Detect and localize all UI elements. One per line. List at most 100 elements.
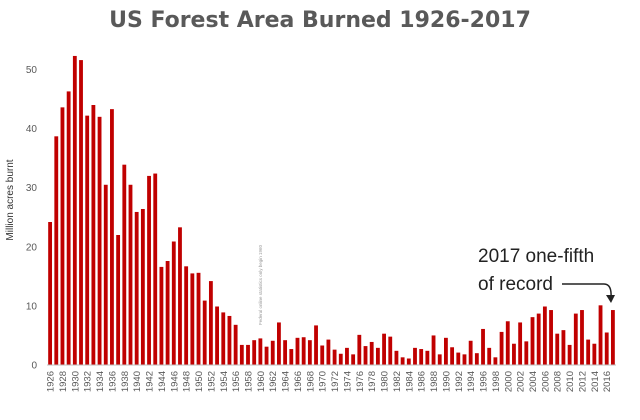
bar bbox=[549, 310, 553, 365]
bar bbox=[400, 357, 405, 365]
bar bbox=[85, 115, 90, 365]
bar bbox=[338, 353, 343, 365]
bar bbox=[406, 358, 411, 365]
bar bbox=[580, 310, 584, 365]
x-tick-label: 1988 bbox=[429, 371, 440, 392]
bar bbox=[103, 184, 108, 365]
bar bbox=[153, 173, 158, 365]
bar bbox=[190, 273, 195, 365]
bar bbox=[351, 354, 356, 365]
bar bbox=[592, 343, 597, 365]
x-tick-label: 1964 bbox=[281, 371, 292, 392]
bar bbox=[481, 328, 485, 365]
x-tick-label: 1940 bbox=[132, 371, 143, 392]
bar bbox=[252, 340, 257, 365]
x-tick-label: 1992 bbox=[454, 371, 465, 392]
bar bbox=[227, 315, 232, 365]
bar bbox=[456, 352, 461, 365]
bar bbox=[320, 345, 325, 365]
bar bbox=[375, 347, 380, 365]
bar bbox=[499, 331, 504, 365]
bar bbox=[159, 266, 164, 365]
bar bbox=[363, 346, 368, 365]
x-tick-label: 1980 bbox=[380, 371, 391, 392]
x-tick-label: 2010 bbox=[565, 371, 576, 392]
x-tick-label: 1926 bbox=[46, 371, 57, 392]
x-tick-label: 1938 bbox=[120, 371, 131, 392]
x-tick-label: 1954 bbox=[219, 371, 230, 392]
x-tick-label: 1994 bbox=[466, 371, 477, 392]
bar bbox=[116, 235, 121, 365]
annotation-arrow bbox=[562, 283, 615, 303]
x-tick-label: 1998 bbox=[491, 371, 502, 392]
x-tick-label: 1970 bbox=[318, 371, 329, 392]
bar bbox=[369, 341, 374, 365]
bar bbox=[345, 347, 349, 365]
x-axis: 1926 1928 1930 1932 1934 1936 1938 1940 1942 1944… bbox=[46, 371, 614, 392]
x-tick-label: 1986 bbox=[417, 371, 428, 392]
data-note: Federal online statistics only begin 196… bbox=[258, 244, 263, 325]
bar bbox=[270, 340, 275, 365]
chart-title: US Forest Area Burned 1926-2017 bbox=[109, 8, 531, 33]
bar bbox=[239, 344, 244, 365]
x-tick-label: 1972 bbox=[330, 371, 341, 392]
bar bbox=[314, 325, 318, 365]
bar bbox=[437, 354, 442, 365]
bar bbox=[277, 322, 281, 365]
y-tick-label: 20 bbox=[26, 242, 38, 253]
bar bbox=[431, 335, 436, 365]
x-tick-label: 1976 bbox=[355, 371, 366, 392]
x-tick-label: 1996 bbox=[479, 371, 490, 392]
x-tick-label: 2016 bbox=[602, 371, 613, 392]
bar bbox=[468, 340, 473, 365]
x-tick-label: 1948 bbox=[182, 371, 193, 392]
x-tick-label: 1936 bbox=[107, 371, 118, 392]
bar bbox=[258, 338, 263, 365]
x-tick-label: 1958 bbox=[244, 371, 255, 392]
bar bbox=[487, 347, 492, 365]
bar bbox=[196, 272, 201, 365]
bar bbox=[289, 349, 294, 365]
bar bbox=[505, 321, 510, 365]
y-tick-label: 30 bbox=[26, 183, 38, 194]
x-tick-label: 1930 bbox=[70, 371, 81, 392]
x-tick-label: 2004 bbox=[528, 371, 539, 392]
bar bbox=[110, 109, 114, 365]
bar bbox=[561, 330, 566, 365]
bar bbox=[60, 107, 65, 366]
bar bbox=[425, 350, 430, 365]
x-tick-label: 1974 bbox=[342, 371, 353, 392]
x-tick-label: 1968 bbox=[305, 371, 316, 392]
bar bbox=[66, 91, 71, 365]
x-tick-label: 2014 bbox=[590, 371, 601, 392]
bar bbox=[178, 227, 182, 365]
bar bbox=[140, 209, 145, 365]
bar bbox=[332, 349, 337, 365]
x-tick-label: 1966 bbox=[293, 371, 304, 392]
x-tick-label: 1960 bbox=[256, 371, 267, 392]
x-tick-label: 1934 bbox=[95, 371, 106, 392]
bar bbox=[122, 164, 127, 365]
bar bbox=[450, 347, 455, 365]
x-tick-label: 1984 bbox=[404, 371, 415, 392]
bar bbox=[215, 306, 219, 365]
bar bbox=[542, 306, 547, 365]
bar bbox=[171, 241, 176, 365]
bar bbox=[326, 339, 331, 365]
bar bbox=[128, 184, 133, 365]
bar bbox=[474, 353, 479, 365]
bar bbox=[512, 343, 516, 365]
annotation-line-1: 2017 one-fifth bbox=[478, 246, 594, 267]
bar bbox=[524, 341, 529, 365]
bar-series bbox=[48, 55, 615, 366]
bar bbox=[48, 222, 53, 365]
bar bbox=[419, 349, 424, 365]
bar bbox=[598, 305, 603, 365]
bar bbox=[202, 300, 207, 365]
x-tick-label: 1982 bbox=[392, 371, 403, 392]
y-tick-label: 10 bbox=[26, 301, 38, 312]
bar bbox=[573, 313, 578, 365]
bar bbox=[97, 116, 102, 365]
x-tick-label: 1956 bbox=[231, 371, 242, 392]
bar bbox=[382, 333, 386, 365]
